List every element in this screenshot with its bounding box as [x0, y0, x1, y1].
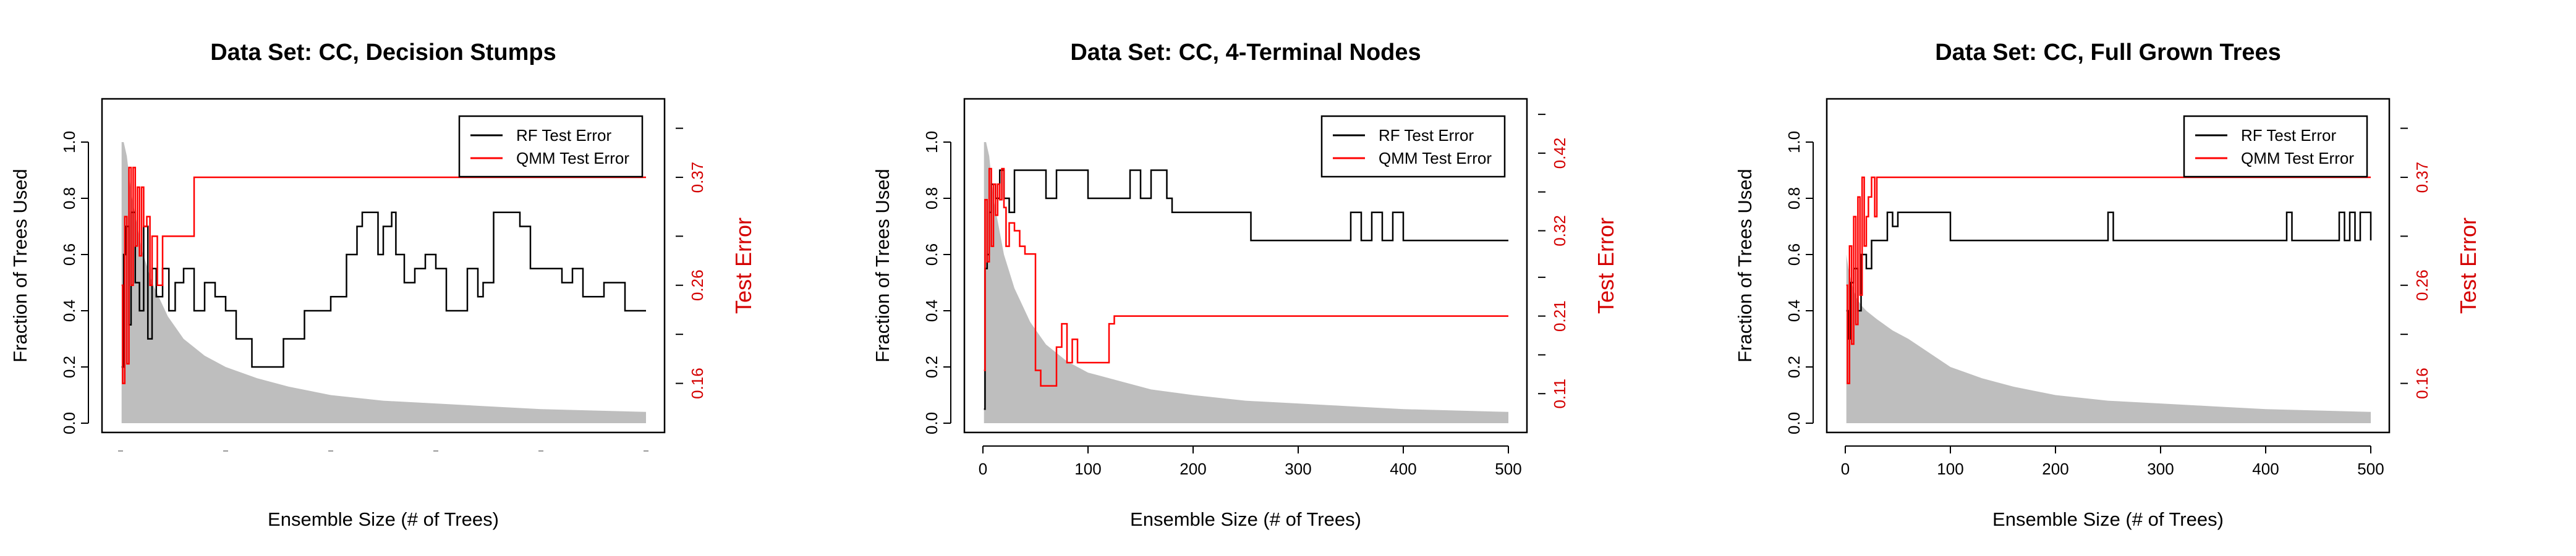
- right-tick-label: 0.11: [1550, 379, 1569, 409]
- x-tick-label: 0: [1841, 460, 1850, 478]
- y-tick-label: 0.2: [922, 356, 941, 378]
- right-tick-label: 0.32: [1550, 215, 1569, 246]
- x-tick-label: 500: [1495, 460, 1521, 478]
- y-tick-label: 0.8: [60, 187, 79, 209]
- chart-title: Data Set: CC, Full Grown Trees: [1935, 40, 2281, 65]
- trees-used-band: [984, 142, 1508, 423]
- qmm-test-error-line: [984, 167, 1508, 387]
- right-tick-label: 0.16: [688, 368, 707, 399]
- plot-frame: [101, 98, 666, 434]
- x-tick-label: 200: [1180, 460, 1206, 478]
- trees-used-band: [1846, 255, 2371, 423]
- y-axis-label: Fraction of Trees Used: [1734, 169, 1756, 363]
- y-tick-label: 0.2: [1785, 356, 1803, 378]
- right-tick-label: 0.37: [2413, 162, 2431, 193]
- right-axis-label: Test Error: [2455, 217, 2481, 314]
- x-axis-label: Ensemble Size (# of Trees): [1130, 508, 1361, 530]
- legend-box: [2183, 115, 2368, 178]
- right-tick-label: 0.16: [2413, 368, 2431, 399]
- legend-label: QMM Test Error: [1379, 149, 1492, 167]
- y-tick-label: 1.0: [1785, 131, 1803, 153]
- right-tick-label: 0.26: [2413, 269, 2431, 301]
- rf-test-error-line: [1846, 211, 2372, 340]
- y-tick-label: 0.4: [922, 300, 941, 322]
- plot-frame: [1826, 98, 2391, 434]
- y-tick-label: 1.0: [60, 131, 79, 153]
- qmm-test-error-line: [121, 166, 646, 384]
- legend: RF Test Error QMM Test Error: [1320, 115, 1506, 178]
- legend: RF Test Error QMM Test Error: [2183, 115, 2368, 178]
- trees-used-band: [121, 142, 646, 423]
- x-axis-label: Ensemble Size (# of Trees): [1992, 508, 2224, 530]
- y-tick-label: 0.8: [922, 187, 941, 209]
- right-tick-label: 0.21: [1550, 300, 1569, 332]
- legend: RF Test Error QMM Test Error: [458, 115, 644, 178]
- chart-title: Data Set: CC, 4-Terminal Nodes: [1070, 40, 1421, 65]
- legend-box: [1320, 115, 1506, 178]
- x-tick-label: 300: [2147, 460, 2174, 478]
- y-tick-label: 0.4: [1785, 300, 1803, 322]
- y-tick-label: 0.0: [1785, 412, 1803, 434]
- y-axis-label: Fraction of Trees Used: [9, 169, 31, 363]
- legend-label: RF Test Error: [516, 126, 611, 145]
- x-tick-label: 400: [1390, 460, 1416, 478]
- qmm-test-error-line: [1846, 176, 2371, 384]
- y-tick-label: 0.8: [1785, 187, 1803, 209]
- y-tick-label: 0.6: [1785, 243, 1803, 266]
- right-tick-label: 0.26: [688, 269, 707, 301]
- y-axis-label: Fraction of Trees Used: [872, 169, 893, 363]
- x-tick-label: 300: [1285, 460, 1311, 478]
- x-tick-label: 100: [1937, 460, 1963, 478]
- x-tick-label: 100: [1074, 460, 1101, 478]
- rf-test-error-line: [121, 211, 646, 368]
- chart-panel-1: Data Set: CC, Decision Stumps 0.0 0.2 0.4 0.…: [9, 40, 756, 530]
- y-tick-label: 0.4: [60, 300, 79, 322]
- y-tick-label: 0.6: [60, 243, 79, 266]
- y-tick-label: 0.0: [60, 412, 79, 434]
- right-axis-label: Test Error: [1593, 217, 1618, 314]
- x-tick-label: 0: [979, 460, 987, 478]
- chart-panel-2: Data Set: CC, 4-Terminal Nodes 0.0 0.2 0.4 0…: [872, 40, 1618, 530]
- right-tick-label: 0.42: [1550, 138, 1569, 169]
- chart-panel-3: Data Set: CC, Full Grown Trees 0.0 0.2 0.4 0…: [1734, 40, 2481, 530]
- y-tick-label: 0.6: [922, 243, 941, 266]
- x-tick-label: 200: [2042, 460, 2068, 478]
- plot-frame: [963, 98, 1528, 434]
- y-tick-label: 0.2: [60, 356, 79, 378]
- right-axis-label: Test Error: [731, 217, 756, 314]
- y-tick-label: 1.0: [922, 131, 941, 153]
- legend-label: QMM Test Error: [2241, 149, 2354, 167]
- x-axis-label: Ensemble Size (# of Trees): [268, 508, 499, 530]
- legend-label: RF Test Error: [1379, 126, 1474, 145]
- y-tick-label: 0.0: [922, 412, 941, 434]
- legend-label: RF Test Error: [2241, 126, 2336, 145]
- right-tick-label: 0.37: [688, 162, 707, 193]
- legend-label: QMM Test Error: [516, 149, 629, 167]
- x-tick-label: 500: [2357, 460, 2384, 478]
- x-tick-label: 400: [2252, 460, 2279, 478]
- legend-box: [458, 115, 644, 178]
- chart-title: Data Set: CC, Decision Stumps: [210, 40, 556, 65]
